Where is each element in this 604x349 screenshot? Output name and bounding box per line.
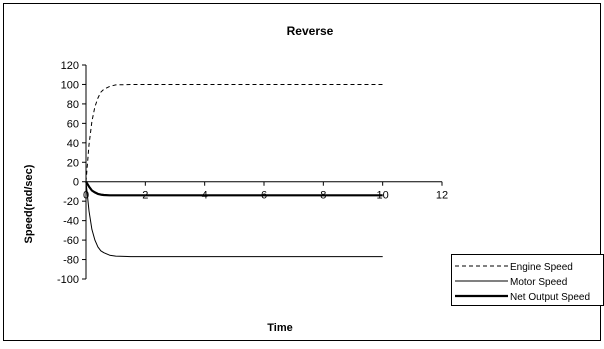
y-tick-label: 0 bbox=[73, 177, 79, 189]
y-tick-label: 20 bbox=[67, 157, 79, 169]
series-line-1 bbox=[85, 181, 383, 258]
y-tick-label: 120 bbox=[61, 60, 79, 72]
legend-label-2: Net Output Speed bbox=[510, 292, 590, 303]
legend-label-1: Motor Speed bbox=[510, 277, 567, 288]
y-tick-label: 60 bbox=[67, 118, 79, 130]
y-tick-label: 40 bbox=[67, 138, 79, 150]
chart-title: Reverse bbox=[287, 24, 334, 38]
series-line-0 bbox=[85, 84, 383, 182]
x-tick-label: 12 bbox=[436, 190, 448, 202]
y-tick-label: -40 bbox=[63, 216, 79, 228]
y-tick-label: -20 bbox=[63, 196, 79, 208]
x-tick-label: 0 bbox=[83, 190, 89, 202]
y-axis-title: Speed(rad/sec) bbox=[23, 164, 35, 243]
legend-label-0: Engine Speed bbox=[510, 262, 573, 273]
series-lines bbox=[85, 84, 383, 258]
x-axis-title: Time bbox=[267, 322, 292, 334]
y-tick-label: -80 bbox=[63, 255, 79, 267]
legend: Engine Speed Motor Speed Net Output Speed bbox=[451, 254, 604, 306]
y-tick-label: 100 bbox=[61, 79, 79, 91]
y-tick-label: -60 bbox=[63, 235, 79, 247]
y-tick-label: -100 bbox=[57, 274, 79, 286]
y-tick-label: 80 bbox=[67, 99, 79, 111]
series-line-2 bbox=[85, 181, 383, 197]
